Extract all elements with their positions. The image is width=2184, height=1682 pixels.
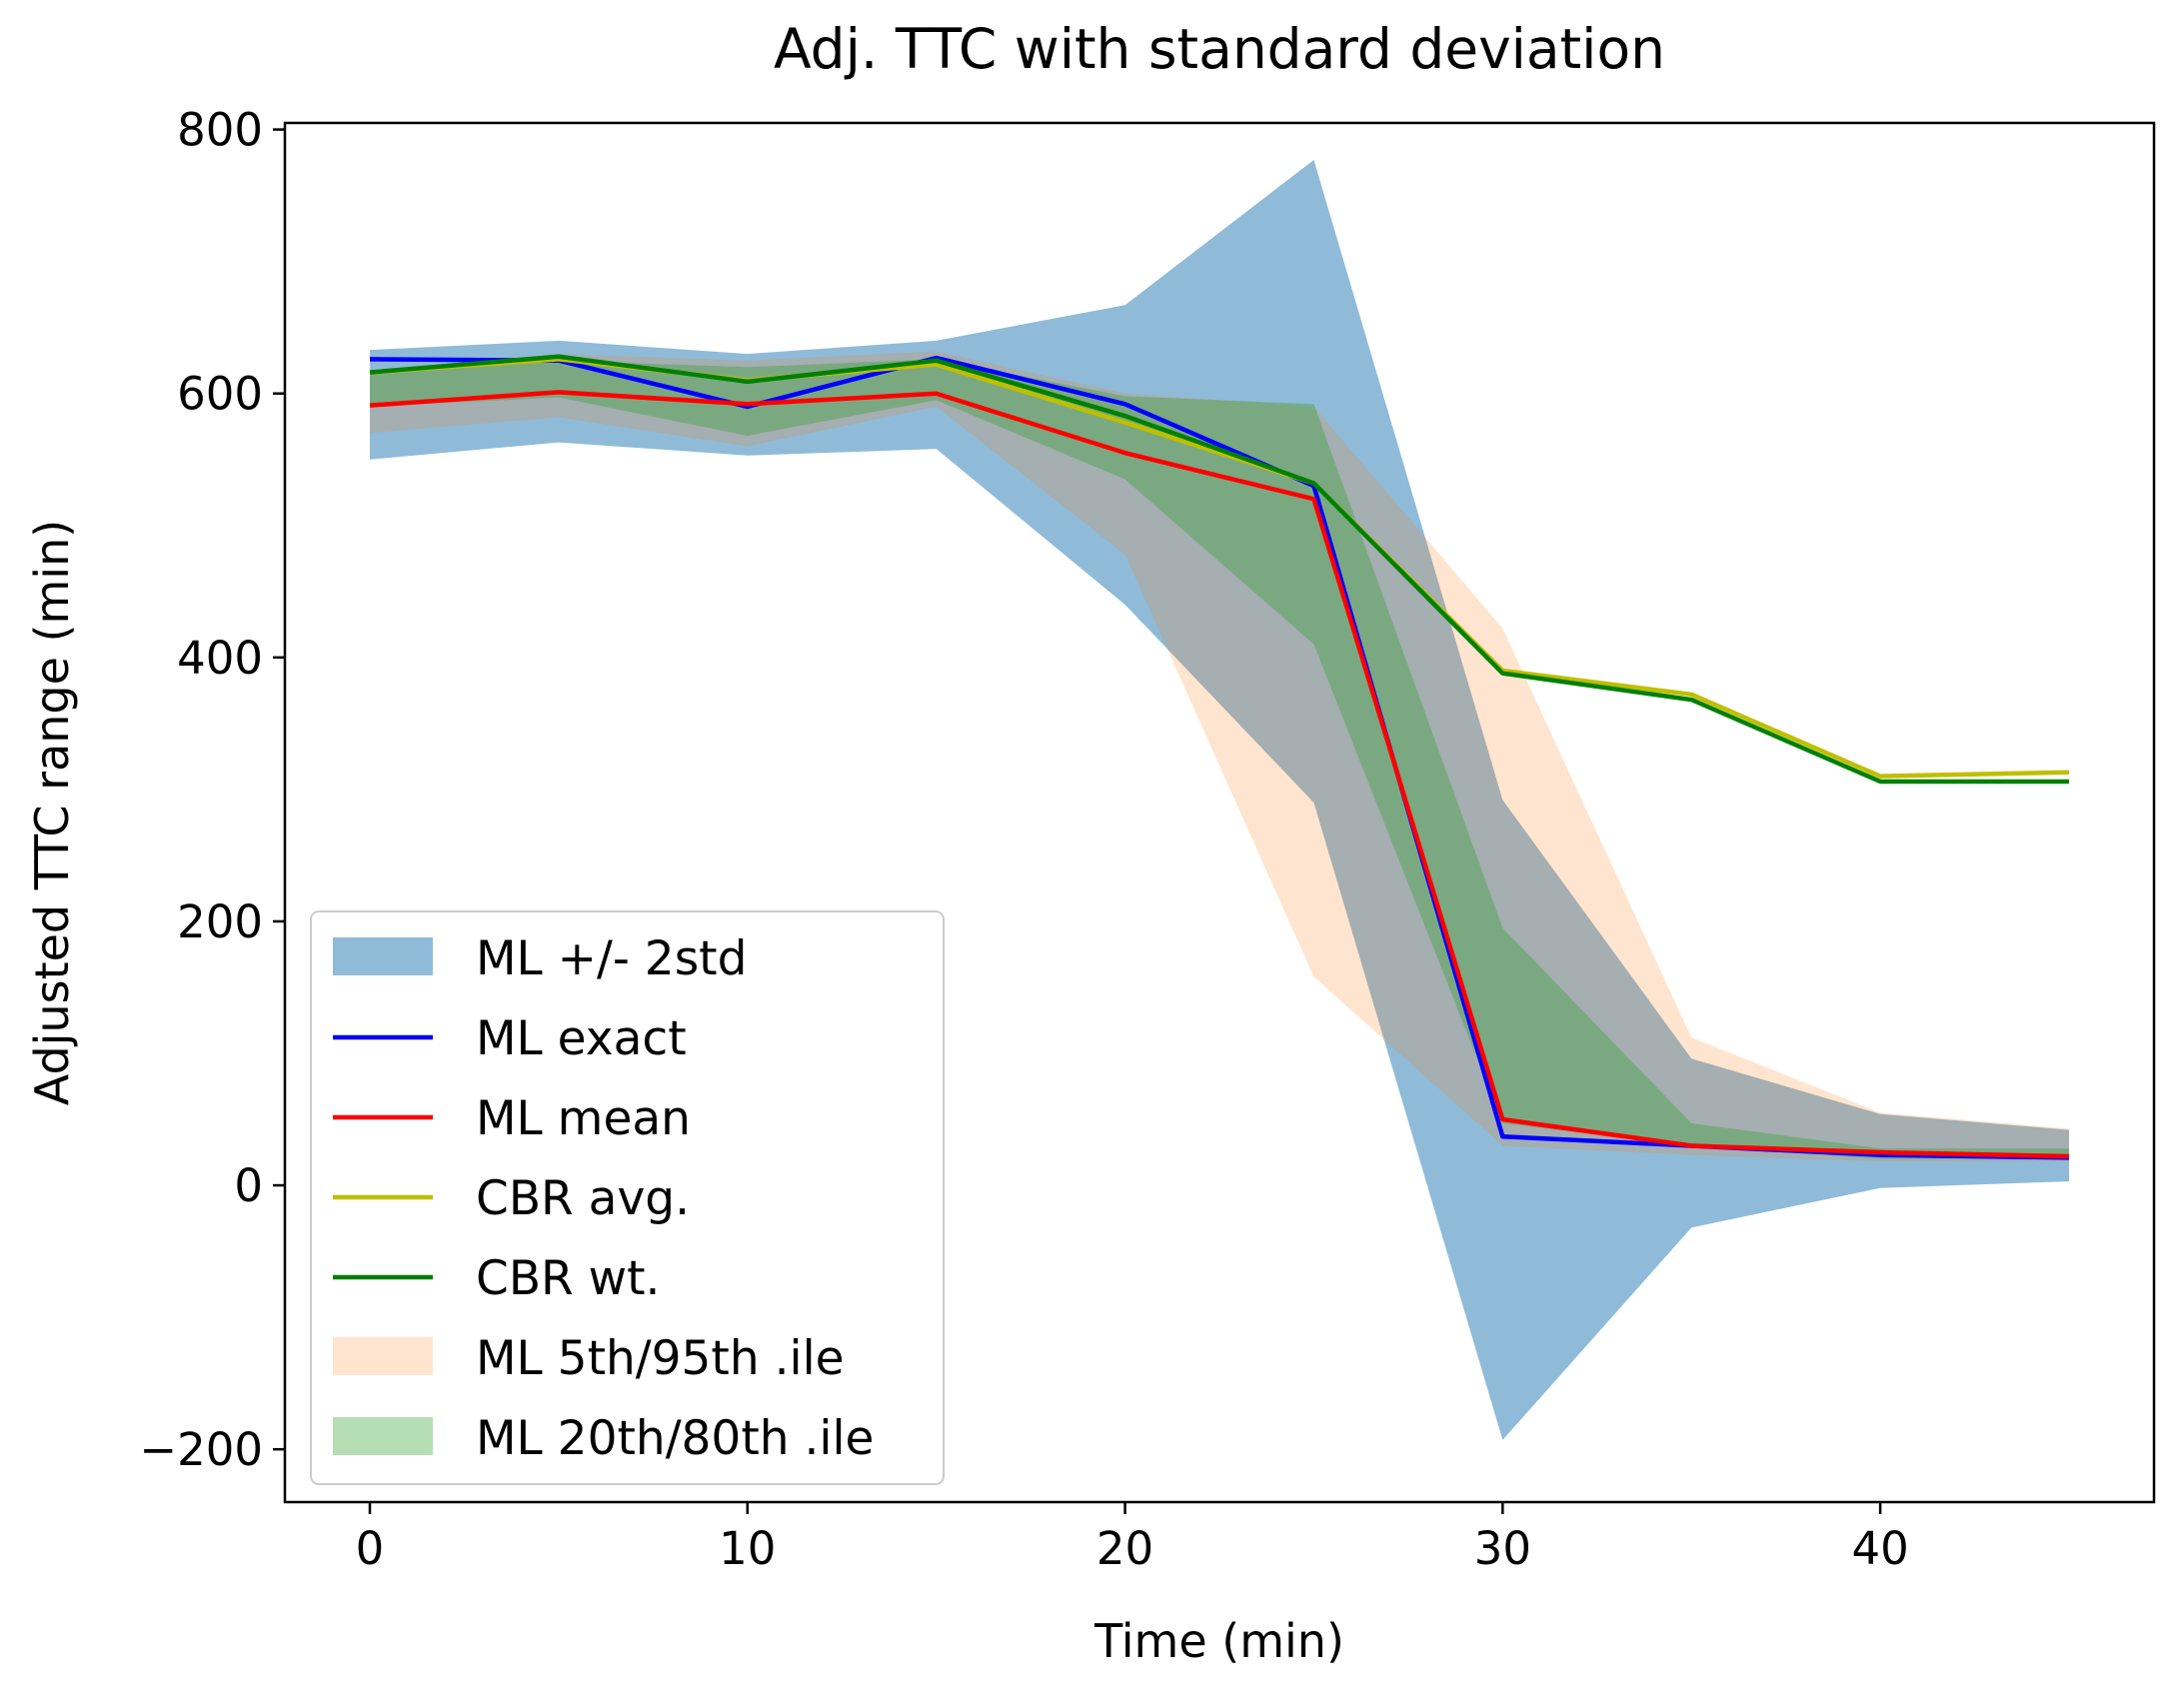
legend-label: ML 5th/95th .ile: [476, 1331, 845, 1386]
lines-layer: [369, 354, 2070, 1160]
legend-entry-ml-exact: ML exact: [333, 1011, 687, 1066]
y-tick-label: 200: [177, 895, 263, 948]
y-tick-label: 0: [234, 1159, 263, 1212]
legend-entry-ml-20th-80th-ile: ML 20th/80th .ile: [333, 1411, 874, 1466]
x-tick-label: 0: [356, 1522, 385, 1575]
legend-swatch: [333, 937, 433, 975]
y-tick-label: 400: [177, 632, 263, 685]
legend-box: [310, 910, 945, 1485]
legend-entry-cbr-wt: CBR wt.: [333, 1251, 660, 1306]
legend-label: ML mean: [476, 1091, 691, 1146]
legend-label: ML exact: [476, 1011, 687, 1066]
series-line-ml-mean: [369, 390, 2070, 1159]
legend-label: CBR avg.: [476, 1171, 690, 1226]
legend-entry-ml-2std: ML +/- 2std: [333, 931, 747, 986]
x-tick-label: 10: [719, 1522, 776, 1575]
legend-label: ML +/- 2std: [476, 931, 747, 986]
legend-entry-ml-mean: ML mean: [333, 1091, 691, 1146]
legend-swatch: [333, 1417, 433, 1455]
y-tick-label: 800: [177, 104, 263, 157]
y-axis-label: Adjusted TTC range (min): [25, 520, 79, 1105]
legend: ML +/- 2std ML exact ML mean CBR avg. CBR wt…: [310, 910, 945, 1485]
y-tick-label: −200: [139, 1423, 263, 1476]
x-axis: 0 10 20 30 40: [356, 1502, 1909, 1575]
legend-label: CBR wt.: [476, 1251, 660, 1306]
y-tick-label: 600: [177, 368, 263, 421]
x-tick-label: 40: [1851, 1522, 1908, 1575]
chart-title: Adj. TTC with standard deviation: [774, 17, 1665, 81]
legend-entry-ml-5th-95th-ile: ML 5th/95th .ile: [333, 1331, 845, 1386]
band-ml-20th-80th-ile: [370, 359, 2069, 1159]
legend-label: ML 20th/80th .ile: [476, 1411, 874, 1466]
band-ml-2std: [370, 159, 2069, 1440]
y-axis: −200 0 200 400 600 800: [139, 104, 285, 1476]
legend-swatch: [333, 1337, 433, 1375]
x-axis-label: Time (min): [1093, 1614, 1344, 1668]
plot-frame: [283, 121, 2156, 1504]
legend-entry-cbr-avg: CBR avg.: [333, 1171, 690, 1226]
series-line-cbr-wt: [369, 354, 2069, 785]
bands-layer: [370, 159, 2069, 1440]
x-tick-label: 20: [1096, 1522, 1153, 1575]
band-ml-5th-95th-ile: [370, 351, 2069, 1162]
x-tick-label: 30: [1474, 1522, 1531, 1575]
